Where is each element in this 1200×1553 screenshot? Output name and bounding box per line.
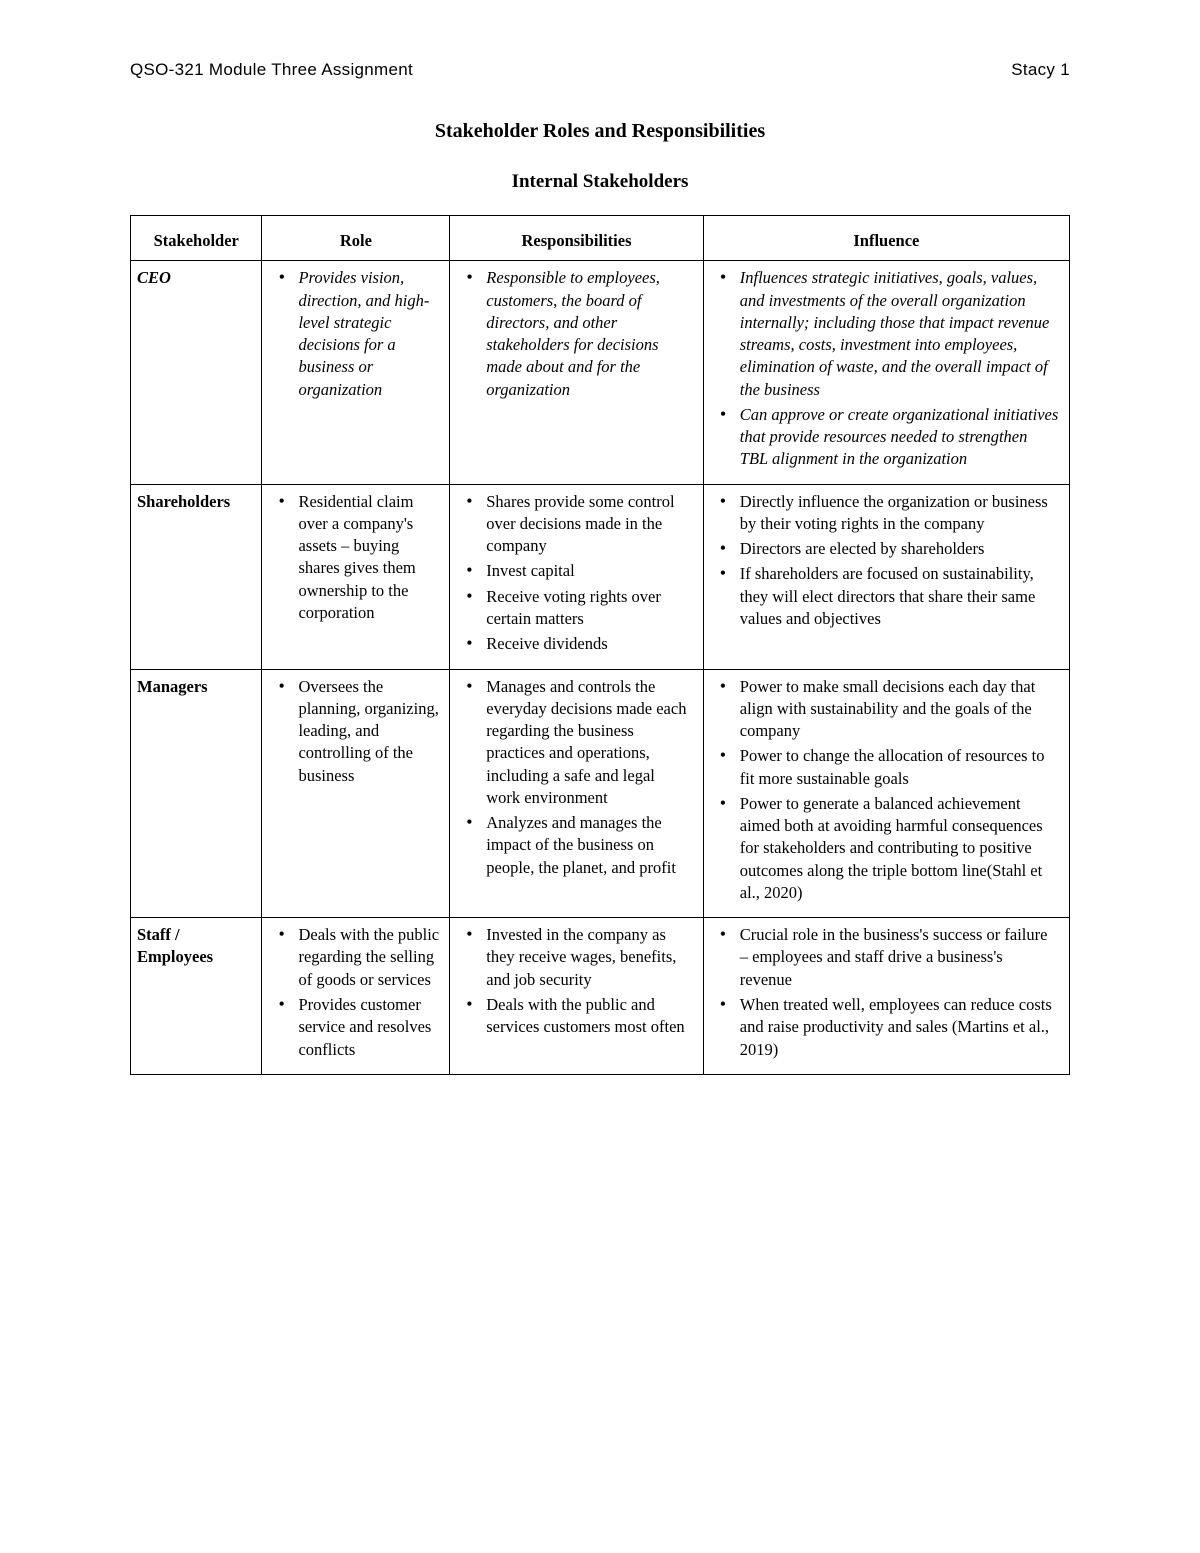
influence-cell: Power to make small decisions each day t… [703, 669, 1069, 918]
responsibilities-item: Manages and controls the everyday decisi… [486, 676, 693, 810]
influence-item: If shareholders are focused on sustainab… [740, 563, 1059, 630]
responsibilities-item: Responsible to employees, customers, the… [486, 267, 693, 401]
influence-list: Directly influence the organization or b… [710, 491, 1063, 631]
influence-item: Directly influence the organization or b… [740, 491, 1059, 536]
header-course: QSO-321 Module Three Assignment [130, 60, 413, 80]
role-cell: Deals with the public regarding the sell… [262, 918, 450, 1075]
col-header-responsibilities: Responsibilities [450, 216, 704, 261]
role-cell: Residential claim over a company's asset… [262, 484, 450, 669]
role-cell: Provides vision, direction, and high-lev… [262, 261, 450, 484]
table-row: CEO Provides vision, direction, and high-… [131, 261, 1070, 484]
influence-item: Power to make small decisions each day t… [740, 676, 1059, 743]
responsibilities-list: Shares provide some control over decisio… [456, 491, 697, 656]
influence-item: Directors are elected by shareholders [740, 538, 1059, 560]
influence-item: Influences strategic initiatives, goals,… [740, 267, 1059, 401]
responsibilities-item: Receive dividends [486, 633, 693, 655]
influence-item: When treated well, employees can reduce … [740, 994, 1059, 1061]
influence-list: Crucial role in the business's success o… [710, 924, 1063, 1061]
stakeholder-name-cell: Managers [131, 669, 262, 918]
influence-item: Crucial role in the business's success o… [740, 924, 1059, 991]
role-cell: Oversees the planning, organizing, leadi… [262, 669, 450, 918]
influence-item: Can approve or create organizational ini… [740, 404, 1059, 471]
page-header: QSO-321 Module Three Assignment Stacy 1 [130, 60, 1070, 80]
page-title: Stakeholder Roles and Responsibilities [130, 120, 1070, 143]
responsibilities-cell: Shares provide some control over decisio… [450, 484, 704, 669]
role-list: Oversees the planning, organizing, leadi… [268, 676, 443, 787]
responsibilities-item: Invest capital [486, 560, 693, 582]
role-item: Provides vision, direction, and high-lev… [298, 267, 439, 401]
responsibilities-item: Analyzes and manages the impact of the b… [486, 812, 693, 879]
responsibilities-item: Shares provide some control over decisio… [486, 491, 693, 558]
role-item: Deals with the public regarding the sell… [298, 924, 439, 991]
stakeholder-name-cell: CEO [131, 261, 262, 484]
col-header-stakeholder: Stakeholder [131, 216, 262, 261]
responsibilities-item: Invested in the company as they receive … [486, 924, 693, 991]
role-item: Residential claim over a company's asset… [298, 491, 439, 625]
influence-item: Power to change the allocation of resour… [740, 745, 1059, 790]
responsibilities-list: Invested in the company as they receive … [456, 924, 697, 1038]
responsibilities-item: Deals with the public and services custo… [486, 994, 693, 1039]
stakeholder-name-cell: Shareholders [131, 484, 262, 669]
header-author-page: Stacy 1 [1011, 60, 1070, 80]
responsibilities-list: Manages and controls the everyday decisi… [456, 676, 697, 879]
role-item: Provides customer service and resolves c… [298, 994, 439, 1061]
role-list: Residential claim over a company's asset… [268, 491, 443, 625]
stakeholder-name-cell: Staff / Employees [131, 918, 262, 1075]
influence-list: Power to make small decisions each day t… [710, 676, 1063, 905]
influence-item: Power to generate a balanced achievement… [740, 793, 1059, 904]
influence-cell: Directly influence the organization or b… [703, 484, 1069, 669]
table-row: Managers Oversees the planning, organizin… [131, 669, 1070, 918]
role-item: Oversees the planning, organizing, leadi… [298, 676, 439, 787]
table-row: Staff / Employees Deals with the public r… [131, 918, 1070, 1075]
role-list: Provides vision, direction, and high-lev… [268, 267, 443, 401]
stakeholder-table: Stakeholder Role Responsibilities Influe… [130, 215, 1070, 1075]
influence-list: Influences strategic initiatives, goals,… [710, 267, 1063, 470]
table-row: Shareholders Residential claim over a com… [131, 484, 1070, 669]
table-body: CEO Provides vision, direction, and high-… [131, 261, 1070, 1075]
col-header-influence: Influence [703, 216, 1069, 261]
table-header-row: Stakeholder Role Responsibilities Influe… [131, 216, 1070, 261]
section-subtitle: Internal Stakeholders [130, 171, 1070, 193]
responsibilities-cell: Responsible to employees, customers, the… [450, 261, 704, 484]
responsibilities-item: Receive voting rights over certain matte… [486, 586, 693, 631]
influence-cell: Influences strategic initiatives, goals,… [703, 261, 1069, 484]
influence-cell: Crucial role in the business's success o… [703, 918, 1069, 1075]
responsibilities-cell: Invested in the company as they receive … [450, 918, 704, 1075]
responsibilities-cell: Manages and controls the everyday decisi… [450, 669, 704, 918]
col-header-role: Role [262, 216, 450, 261]
responsibilities-list: Responsible to employees, customers, the… [456, 267, 697, 401]
role-list: Deals with the public regarding the sell… [268, 924, 443, 1061]
